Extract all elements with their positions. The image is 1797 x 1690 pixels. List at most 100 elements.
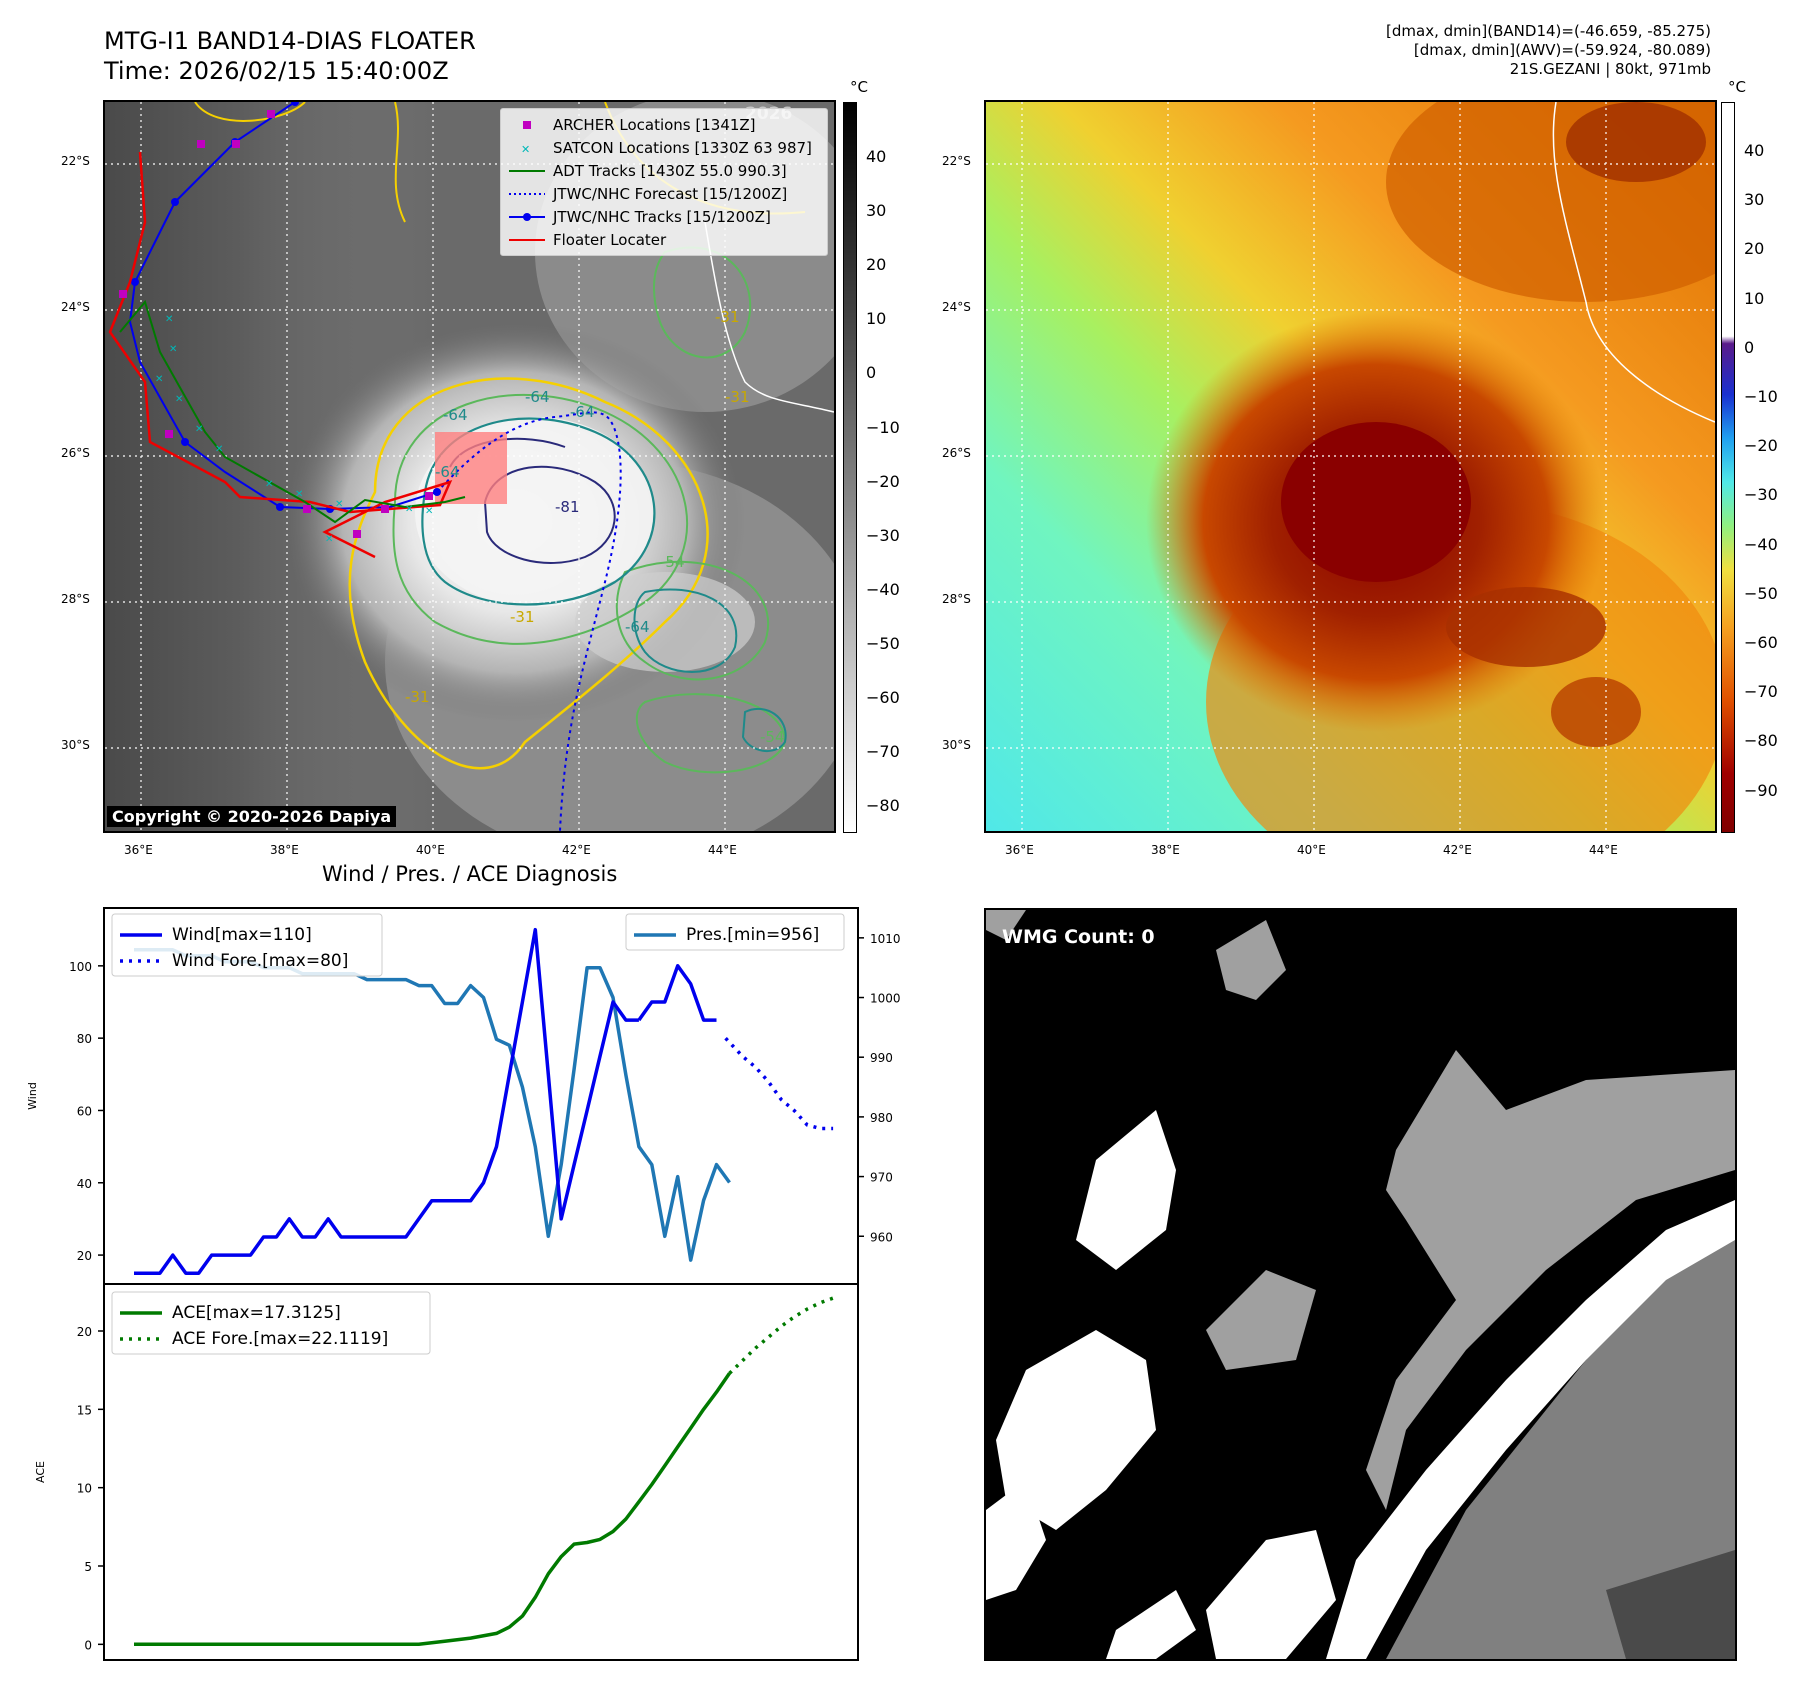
colorbar-tick-label: −40 [866, 579, 900, 599]
pressure-y-tick-label: 990 [870, 1051, 893, 1065]
map-legend-item: ARCHER Locations [1341Z] [507, 115, 823, 135]
lon-label: 36°E [1005, 843, 1034, 857]
chart-title-line2: Time: 2026/02/15 15:40:00Z [104, 57, 449, 85]
pressure-y-tick-label: 960 [870, 1230, 893, 1244]
legend-ace: ACE[max=17.3125] [172, 1303, 341, 1323]
colorbar-tick-label: 30 [1744, 190, 1765, 210]
colorbar-tick-label: 20 [1744, 239, 1765, 259]
contour-label: -81 [555, 498, 580, 516]
colorbar-tick-label: 40 [1744, 141, 1765, 160]
svg-text:✕: ✕ [175, 394, 183, 405]
svg-text:✕: ✕ [295, 489, 303, 500]
ir-color-map [984, 100, 1717, 833]
colorbar-tick-label: −60 [1744, 633, 1778, 652]
svg-text:✕: ✕ [265, 479, 273, 490]
lon-label: 42°E [562, 843, 591, 857]
legend-label: ARCHER Locations [1341Z] [553, 116, 756, 134]
legend-pressure: Pres.[min=956] [686, 925, 819, 945]
colorbar-tick-label: −30 [866, 525, 900, 545]
map-legend-item: ADT Tracks [1430Z 55.0 990.3] [507, 161, 823, 181]
contour-label: -64 [435, 463, 460, 481]
info-awv: [dmax, dmin](AWV)=(-59.924, -80.089) [1413, 41, 1711, 59]
lon-label: 42°E [1443, 843, 1472, 857]
colorbar-tick-label: −40 [1744, 534, 1778, 554]
colorbar-tick-label: −70 [866, 742, 900, 762]
colorbar-tick-label: −60 [866, 688, 900, 707]
contour-label: -64 [525, 388, 550, 406]
map-legend-item: ✕ SATCON Locations [1330Z 63 987] [507, 138, 823, 158]
colorbar-tick-label: −20 [866, 471, 900, 491]
legend-label: Floater Locater [553, 231, 667, 249]
colorbar-tick-label: −50 [866, 633, 900, 653]
map-legend-item: JTWC/NHC Forecast [15/1200Z] [507, 184, 823, 204]
ace-axis-label: ACE [34, 1461, 47, 1483]
svg-text:✕: ✕ [405, 504, 413, 515]
legend-label: JTWC/NHC Tracks [15/1200Z] [553, 208, 771, 226]
lat-label: 30°S [61, 738, 90, 752]
info-storm: 21S.GEZANI | 80kt, 971mb [1509, 60, 1711, 78]
colorbar-tick-label: −70 [1744, 682, 1778, 702]
pressure-line [134, 948, 731, 1262]
colorbar-tick-label: −10 [866, 417, 900, 437]
lon-label: 40°E [416, 843, 445, 857]
wmg-panel: WMG Count: 0 [984, 908, 1737, 1661]
lat-label: 28°S [61, 592, 90, 606]
ir-grayscale-map: ✕ ✕ ✕ ✕ ✕ ✕ ✕ ✕ ✕ ✕ ✕ ✕ -64 -64 -64 -64 -81 -31 -… [103, 100, 836, 833]
lat-label: 24°S [61, 300, 90, 314]
lon-label: 36°E [124, 843, 153, 857]
wind-line [134, 927, 639, 1275]
colorbar-tick-label: 20 [866, 255, 887, 275]
colorbar-gray-unit: °C [850, 78, 868, 96]
map-legend: ARCHER Locations [1341Z] ✕ SATCON Location… [500, 108, 828, 256]
lon-label: 38°E [1151, 843, 1180, 857]
contour-label: -64 [570, 403, 595, 421]
contour-label: -64 [625, 618, 650, 636]
colorbar-tick-label: 40 [866, 147, 887, 166]
contour-label: -31 [405, 688, 430, 706]
legend-marker-icon [509, 239, 545, 241]
ace-forecast-line [728, 1296, 834, 1375]
colorbar-color-unit: °C [1728, 78, 1746, 96]
legend-label: JTWC/NHC Forecast [15/1200Z] [553, 185, 788, 203]
wind-line [637, 964, 717, 1022]
chart-title-line1: MTG-I1 BAND14-DIAS FLOATER [104, 27, 476, 55]
legend-wind: Wind[max=110] [172, 925, 312, 945]
contour-label: -31 [510, 608, 535, 626]
wind-y-tick-label: 20 [77, 1249, 92, 1263]
colorbar-tick-label: 10 [1744, 288, 1765, 308]
ace-y-tick-label: 0 [84, 1638, 92, 1652]
legend-marker-icon: ✕ [521, 143, 530, 156]
colorbar-tick-label: −10 [1744, 387, 1778, 406]
ace-y-tick-label: 15 [77, 1403, 92, 1417]
svg-text:✕: ✕ [335, 499, 343, 510]
legend-marker-icon [509, 170, 545, 172]
colorbar-tick-label: 30 [866, 201, 887, 221]
wind-y-tick-label: 60 [77, 1104, 92, 1118]
lat-label: 26°S [942, 446, 971, 460]
legend-wind-forecast: Wind Fore.[max=80] [172, 951, 348, 971]
colorbar-tick-label: 0 [866, 363, 877, 383]
legend-marker-icon [509, 213, 545, 221]
colorbar-tick-label: −50 [1744, 583, 1778, 603]
colorbar-gray [843, 102, 857, 833]
map-legend-item: JTWC/NHC Tracks [15/1200Z] [507, 207, 823, 227]
lon-label: 40°E [1297, 843, 1326, 857]
wind-forecast-line [724, 1037, 834, 1131]
info-band14: [dmax, dmin](BAND14)=(-46.659, -85.275) [1386, 22, 1711, 40]
wind-y-tick-label: 80 [77, 1032, 92, 1046]
svg-text:✕: ✕ [425, 506, 433, 517]
lon-label: 44°E [1589, 843, 1618, 857]
lat-label: 22°S [61, 154, 90, 168]
wmg-graphics [986, 910, 1735, 1659]
svg-text:✕: ✕ [169, 344, 177, 355]
lon-label: 44°E [708, 843, 737, 857]
lon-label: 38°E [270, 843, 299, 857]
contour-label: -64 [443, 406, 468, 424]
contour-label: -54 [660, 553, 685, 571]
ace-y-tick-label: 5 [84, 1560, 92, 1574]
colorbar-tick-label: 10 [866, 309, 887, 329]
lat-label: 22°S [942, 154, 971, 168]
lat-label: 30°S [942, 738, 971, 752]
lat-label: 24°S [942, 300, 971, 314]
legend-marker-icon [523, 121, 531, 129]
